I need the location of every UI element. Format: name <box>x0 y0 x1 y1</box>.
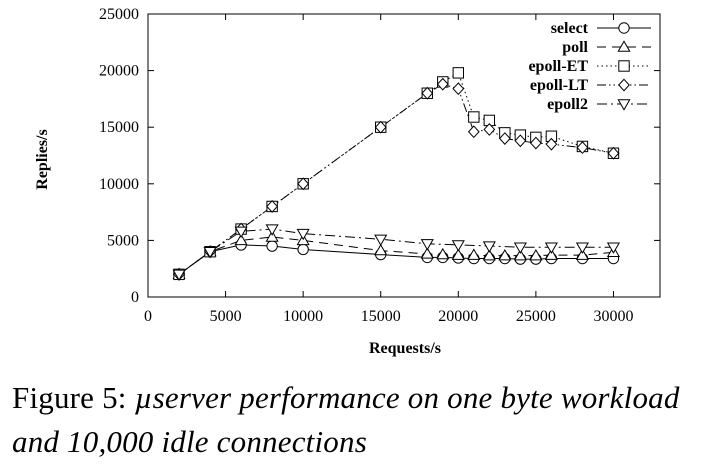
data-point <box>266 199 278 213</box>
data-point <box>617 40 631 52</box>
legend-label: epoll-ET <box>528 58 588 75</box>
data-point <box>436 77 449 91</box>
data-point <box>618 60 630 72</box>
data-point <box>203 247 217 259</box>
data-point <box>617 99 631 111</box>
data-point <box>234 226 248 239</box>
data-point <box>513 242 527 254</box>
data-point <box>575 242 589 254</box>
data-point <box>468 111 480 123</box>
data-point <box>172 269 186 282</box>
data-point <box>297 243 309 256</box>
y-tick-label: 5000 <box>107 232 139 249</box>
x-tick-label: 5000 <box>210 308 242 325</box>
caption-body: µserver performance on one byte workload… <box>12 380 680 459</box>
y-tick-label: 25000 <box>99 6 139 23</box>
y-tick-label: 10000 <box>99 176 139 193</box>
data-point <box>451 240 465 252</box>
data-point <box>467 248 481 260</box>
x-tick-label: 30000 <box>593 308 633 325</box>
legend-label: epoll-LT <box>530 77 588 94</box>
data-point <box>467 125 480 139</box>
data-point <box>514 134 527 148</box>
data-point <box>452 67 465 79</box>
data-point <box>265 230 279 242</box>
data-point <box>234 233 248 246</box>
caption-lead: Figure 5: <box>12 380 127 415</box>
data-point <box>374 234 388 246</box>
data-point <box>296 228 310 241</box>
line-chart: 0 5000 10000 15000 20000 25000 30000 0 5000 10000… <box>34 6 661 357</box>
data-point <box>421 86 434 100</box>
data-point <box>576 141 589 155</box>
data-point <box>374 243 388 256</box>
data-point <box>544 248 558 260</box>
legend-label: poll <box>562 39 588 56</box>
data-point <box>482 248 496 261</box>
data-point <box>498 132 511 145</box>
y-tick-label: 20000 <box>99 63 139 80</box>
plot-frame <box>147 13 661 298</box>
data-point <box>606 242 621 254</box>
x-tick-label: 25000 <box>516 308 556 325</box>
data-point <box>482 241 496 253</box>
data-point <box>545 137 558 151</box>
y-tick-label: 15000 <box>99 119 139 136</box>
data-point <box>575 248 589 260</box>
data-point <box>498 248 512 261</box>
data-point <box>607 146 620 160</box>
data-point <box>452 82 465 96</box>
data-point <box>618 22 630 34</box>
figure-caption: Figure 5: µserver performance on one byt… <box>12 376 712 464</box>
y-axis-label: Replies/s <box>34 129 51 189</box>
data-point <box>618 78 630 92</box>
data-point <box>266 240 278 252</box>
x-tick-label: 10000 <box>283 308 323 325</box>
data-point <box>483 123 496 136</box>
x-tick-label: 15000 <box>361 308 401 325</box>
data-point <box>265 224 279 236</box>
data-point <box>297 177 310 191</box>
x-tick-label: 0 <box>144 308 152 325</box>
legend-label: select <box>551 20 589 37</box>
x-tick-label: 20000 <box>438 308 478 325</box>
data-point <box>544 242 558 254</box>
y-tick-label: 0 <box>131 289 139 306</box>
data-point <box>451 248 465 260</box>
x-axis-label: Requests/s <box>369 340 441 357</box>
data-point <box>420 247 434 259</box>
data-point <box>530 136 542 150</box>
data-point <box>436 247 450 260</box>
data-point <box>374 120 387 134</box>
legend-label: epoll2 <box>547 96 588 113</box>
data-point <box>529 248 543 261</box>
data-point <box>513 248 527 261</box>
data-point <box>420 239 434 251</box>
